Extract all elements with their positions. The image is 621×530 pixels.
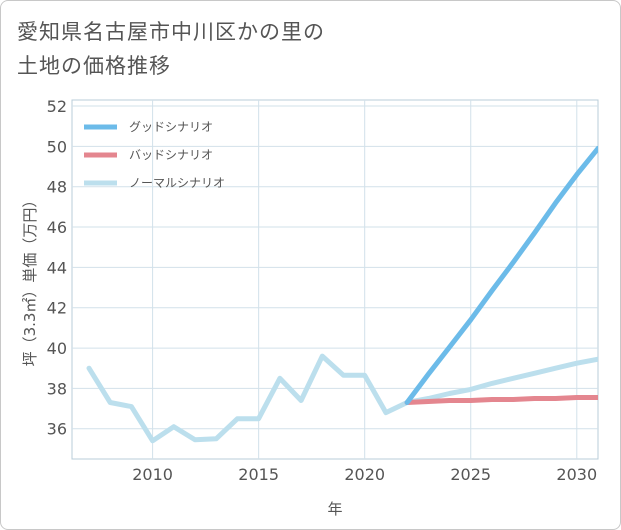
- x-tick-label: 2020: [344, 465, 385, 484]
- x-tick-label: 2015: [238, 465, 279, 484]
- series-line-2: [404, 395, 598, 405]
- y-tick-label: 46: [47, 218, 67, 237]
- y-tick-label: 40: [47, 339, 67, 358]
- y-tick-label: 42: [47, 299, 67, 318]
- y-tick-label: 44: [47, 258, 67, 277]
- series-line-1: [404, 145, 598, 405]
- x-tick-label: 2010: [132, 465, 173, 484]
- y-axis-label: 坪（3.3㎡）単価（万円）: [21, 193, 39, 367]
- legend-label: ノーマルシナリオ: [129, 176, 225, 190]
- y-tick-label: 50: [47, 137, 67, 156]
- legend-label: グッドシナリオ: [129, 120, 213, 134]
- y-tick-label: 48: [47, 178, 67, 197]
- legend-label: バッドシナリオ: [129, 148, 213, 162]
- series-line-3: [86, 353, 598, 444]
- y-tick-label: 38: [47, 379, 67, 398]
- x-tick-label: 2025: [450, 465, 491, 484]
- y-tick-label: 36: [47, 420, 67, 439]
- x-axis-label: 年: [327, 500, 342, 518]
- y-tick-label: 52: [47, 97, 67, 116]
- x-tick-label: 2030: [556, 465, 597, 484]
- chart-title: 愛知県名古屋市中川区かの里の 土地の価格推移: [17, 20, 325, 78]
